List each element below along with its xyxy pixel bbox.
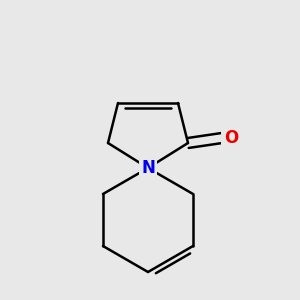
Text: N: N	[141, 159, 155, 177]
Text: O: O	[224, 129, 238, 147]
